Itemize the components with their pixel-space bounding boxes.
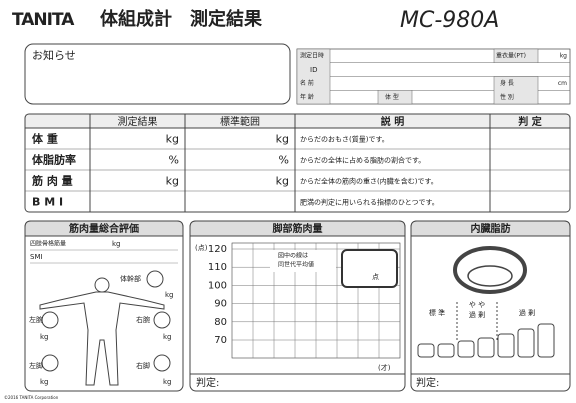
label: 重衣量(PT) xyxy=(496,52,526,60)
info-label-cell xyxy=(377,90,413,105)
score-box xyxy=(341,249,398,288)
head xyxy=(94,277,110,293)
body-figure xyxy=(39,291,165,386)
level-box xyxy=(437,343,455,358)
row-label: 体脂肪率 xyxy=(32,153,76,167)
label: 過 剰 xyxy=(469,310,485,319)
y-tick-label: 100 xyxy=(208,280,227,291)
label: 名 前 xyxy=(300,79,314,87)
y-tick-label: 90 xyxy=(214,299,227,310)
panel-title: 内臓脂肪 xyxy=(471,222,511,235)
label: 右腕 xyxy=(136,315,150,324)
panel-header xyxy=(410,220,571,237)
info-label-cell xyxy=(493,48,539,63)
label: 体幹部 xyxy=(120,274,141,283)
unit: kg xyxy=(166,133,179,146)
copyright: ©2016 TANITA Corporation xyxy=(4,395,59,400)
notice-label: お知らせ xyxy=(32,48,76,62)
row-label: 筋 肉 量 xyxy=(31,174,73,188)
table-header-bg xyxy=(25,114,570,128)
part-circle xyxy=(146,270,164,288)
judgment: 判定: xyxy=(416,376,439,389)
description: 肥満の判定に用いられる指標のひとつです。 xyxy=(300,198,439,207)
level-box xyxy=(477,337,495,358)
label: kg xyxy=(163,378,172,386)
unit: kg xyxy=(276,175,289,188)
label: 測定日時 xyxy=(300,52,324,60)
label: や や xyxy=(469,301,485,309)
level-box xyxy=(417,343,435,358)
info-label-cell xyxy=(296,48,331,105)
level-box xyxy=(537,323,555,358)
part-circle xyxy=(41,354,59,372)
column-header: 標準範囲 xyxy=(220,115,260,128)
note-box xyxy=(270,250,336,272)
title: 体組成計 測定結果 xyxy=(100,8,263,30)
label: cm xyxy=(558,80,567,87)
y-tick-label: 120 xyxy=(208,244,227,255)
label: 標 準 xyxy=(429,308,445,317)
panel-header xyxy=(24,220,184,237)
logo: TANITA xyxy=(12,10,75,30)
label: 右脚 xyxy=(136,361,150,370)
label: (才) xyxy=(378,363,391,372)
y-tick-label: 110 xyxy=(208,262,227,273)
judgment: 判定: xyxy=(196,376,219,389)
label: 四肢骨格筋量 xyxy=(30,240,66,248)
label: kg xyxy=(40,378,49,386)
label: kg xyxy=(165,291,174,299)
description: からだのおもさ(質量)です。 xyxy=(300,135,389,144)
level-box xyxy=(457,340,475,358)
unit: % xyxy=(169,154,179,167)
y-tick-label: 70 xyxy=(214,335,227,346)
model: MC-980A xyxy=(400,8,499,33)
notice-box xyxy=(24,43,291,105)
panel-header xyxy=(189,220,406,237)
unit: kg xyxy=(166,175,179,188)
table-box xyxy=(24,113,571,213)
part-circle xyxy=(153,354,171,372)
description: からだの全体に占める脂肪の割合です。 xyxy=(300,156,425,165)
row-label: B M I xyxy=(32,196,63,209)
label: ID xyxy=(310,66,317,74)
info-label-cell xyxy=(493,76,539,105)
panel-title: 脚部筋肉量 xyxy=(273,222,323,235)
unit: kg xyxy=(276,133,289,146)
part-circle xyxy=(153,311,171,329)
panel-title: 筋肉量総合評価 xyxy=(68,222,139,235)
level-box xyxy=(517,328,535,358)
label: kg xyxy=(560,53,567,60)
label: kg xyxy=(163,333,172,341)
label: (点) xyxy=(195,244,208,252)
label: kg xyxy=(40,333,49,341)
part-circle xyxy=(41,311,59,329)
label: 過 剰 xyxy=(519,308,535,317)
label: SMI xyxy=(30,253,43,261)
column-header: 説 明 xyxy=(381,115,404,128)
level-box xyxy=(497,333,515,358)
unit: % xyxy=(279,154,289,167)
label: 点 xyxy=(372,273,379,281)
label: 性 別 xyxy=(500,93,514,101)
column-header: 判 定 xyxy=(518,115,541,128)
label: 身 長 xyxy=(500,79,514,87)
y-tick-label: 80 xyxy=(214,317,227,328)
note: 同世代平均値 xyxy=(278,261,314,269)
label: 左脚 xyxy=(29,361,43,370)
organ-inner xyxy=(467,265,513,287)
column-header: 測定結果 xyxy=(118,115,158,128)
label: kg xyxy=(112,240,121,248)
label: 左腕 xyxy=(29,315,43,324)
note: 図中の線は xyxy=(278,252,308,260)
description: からだ全体の筋肉の重さ(内臓を含む)です。 xyxy=(300,177,438,186)
label: 年 齢 xyxy=(300,93,314,101)
row-label: 体 重 xyxy=(32,132,58,146)
label: 体 型 xyxy=(385,93,399,101)
